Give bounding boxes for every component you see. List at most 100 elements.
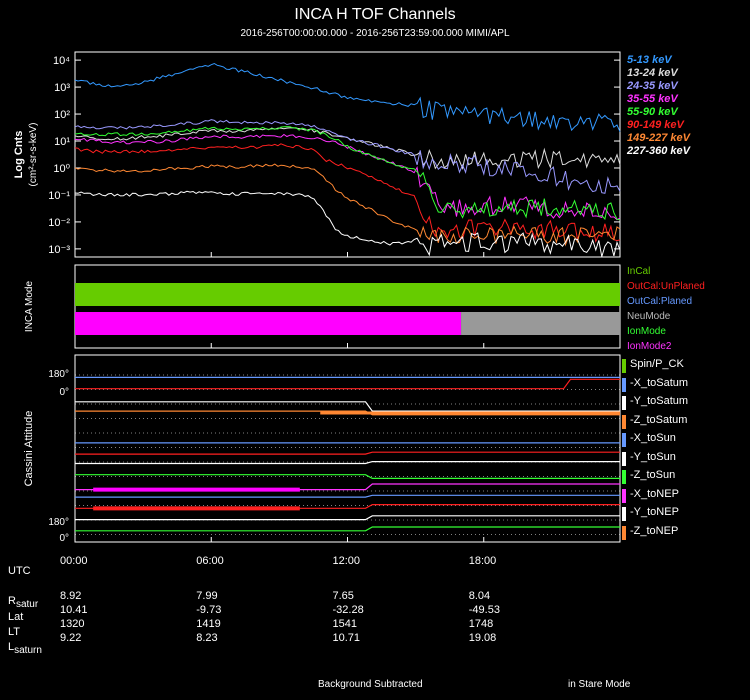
flux-ytick-label: 10⁻¹ (48, 190, 70, 202)
flux-legend-entry: 227-360 keV (627, 145, 690, 157)
flux-legend-entry: 149-227 keV (627, 132, 690, 144)
attitude-legend-entry: -X_toSatum (630, 376, 689, 389)
mode-bar-segment (75, 283, 620, 306)
footer-left: Background Subtracted (318, 679, 423, 690)
ephem-value: -49.53 (468, 604, 500, 616)
attitude-trace (75, 378, 620, 390)
attitude-legend-swatch (622, 525, 626, 540)
attitude-ylabel: Cassini Attitude (23, 411, 35, 487)
ephem-value: 10.41 (60, 604, 88, 616)
flux-yunit: (cm²-sr-s-keV) (28, 123, 39, 187)
flux-ylabel: Log Cnts (13, 131, 25, 179)
ephem-label-r: Rsatur (8, 595, 38, 610)
utc-label: UTC (8, 565, 31, 577)
attitude-ytick-label: 180° (48, 517, 69, 528)
flux-ytick-label: 10³ (54, 82, 70, 94)
mode-ylabel: INCA Mode (24, 280, 35, 332)
attitude-trace (75, 461, 620, 465)
attitude-legend-entry: -X_toNEP (630, 487, 679, 500)
flux-series-55-90keV (74, 126, 621, 221)
attitude-legend-swatch (622, 488, 626, 503)
attitude-legend-entry: -Z_toNEP (630, 524, 679, 537)
flux-legend-entry: 5-13 keV (627, 54, 672, 66)
mode-bar-segment (75, 312, 462, 335)
attitude-legend-swatch (622, 470, 626, 484)
footer-right: in Stare Mode (568, 679, 631, 690)
figure-subtitle: 2016-256T00:00:00.000 - 2016-256T23:59:0… (240, 28, 510, 39)
attitude-legend-entry: -X_toSun (630, 432, 676, 444)
attitude-legend-entry: Spin/P_CK (630, 358, 684, 370)
attitude-ytick-label: 0° (59, 387, 69, 398)
attitude-trace (75, 474, 620, 479)
attitude-legend-swatch (622, 451, 626, 466)
ephem-value: 7.65 (332, 590, 354, 602)
ephem-value: 19.08 (468, 632, 497, 644)
mode-legend-entry: IonMode (627, 326, 666, 337)
ephem-value: 8.04 (468, 590, 491, 602)
mode-legend-entry: InCal (627, 266, 651, 277)
attitude-trace (75, 515, 620, 521)
time-tick-label: 18:00 (468, 555, 497, 567)
ephem-value: 8.23 (196, 632, 218, 644)
time-tick-label: 12:00 (332, 555, 361, 567)
attitude-trace (75, 494, 620, 498)
attitude-legend-swatch (622, 414, 626, 429)
flux-ytick-label: 10² (54, 109, 70, 121)
ephem-l-sub: saturn (14, 645, 42, 657)
ephem-value: 7.99 (196, 590, 218, 602)
attitude-trace (75, 410, 620, 416)
ephem-value: 10.71 (332, 632, 361, 644)
attitude-legend-entry: -Z_toSun (630, 469, 676, 481)
ephem-label-lat: Lat (8, 611, 24, 623)
time-tick-label: 06:00 (196, 555, 224, 567)
flux-legend-entry: 90-149 keV (627, 119, 684, 131)
flux-legend-entry: 35-55 keV (627, 93, 678, 105)
attitude-trace (75, 401, 620, 412)
flux-ytick-label: 10¹ (54, 136, 70, 148)
flux-legend-entry: 24-35 keV (627, 80, 678, 92)
flux-ytick-label: 10⁻³ (48, 244, 70, 256)
attitude-legend-swatch (622, 396, 626, 410)
ephem-value: 1748 (468, 618, 494, 630)
attitude-legend-entry: -Z_toSatum (630, 413, 688, 426)
flux-series-5-13keV (74, 62, 621, 132)
flux-ytick-label: 10⁴ (53, 55, 70, 67)
ephem-label-l: Lsaturn (8, 641, 42, 656)
flux-legend-entry: 13-24 keV (627, 67, 678, 79)
attitude-legend-swatch (622, 433, 626, 447)
attitude-legend-swatch (622, 359, 626, 373)
figure-title: INCA H TOF Channels (294, 6, 456, 23)
attitude-trace (75, 526, 620, 532)
attitude-trace (75, 451, 620, 455)
attitude-legend-swatch (622, 377, 626, 392)
ephem-value: 8.92 (60, 590, 82, 602)
ephem-value: -32.28 (332, 604, 364, 616)
mode-bar-segment (461, 312, 620, 335)
attitude-ytick-label: 180° (48, 369, 69, 380)
flux-ytick-label: 10⁻² (48, 217, 70, 229)
attitude-legend-swatch (622, 507, 626, 521)
ephem-r-sub: satur (15, 599, 39, 611)
ephem-label-lt: LT (8, 626, 21, 638)
mode-legend-entry: NeuMode (627, 311, 671, 322)
flux-series-90-149keV (74, 143, 621, 244)
ephem-l-main: L (8, 641, 15, 653)
attitude-panel-frame (74, 354, 621, 543)
time-tick-label: 00:00 (60, 555, 88, 567)
attitude-ytick-label: 0° (59, 533, 69, 544)
ephem-value: 1320 (60, 618, 85, 630)
flux-series-149-227keV (74, 163, 621, 247)
flux-series-35-55keV (74, 133, 621, 221)
mode-legend-entry: OutCal:Planed (627, 296, 693, 307)
flux-ytick-label: 10⁰ (53, 163, 70, 175)
attitude-legend-entry: -Y_toSun (630, 450, 676, 463)
ephem-value: 1419 (196, 618, 221, 630)
flux-series-24-35keV (74, 119, 621, 194)
ephem-value: -9.73 (196, 604, 222, 616)
flux-series-227-360keV (74, 190, 621, 257)
mode-legend-entry: OutCal:UnPlaned (627, 281, 705, 292)
attitude-legend-entry: -Y_toSatum (630, 395, 689, 407)
mode-panel-frame (74, 264, 621, 349)
